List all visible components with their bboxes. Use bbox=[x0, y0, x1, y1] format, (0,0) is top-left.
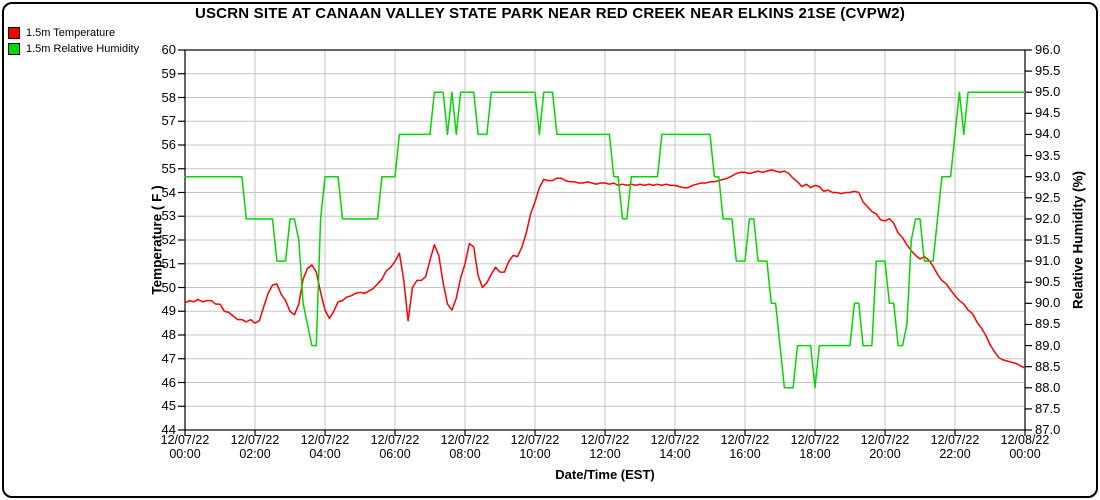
x-axis-title: Date/Time (EST) bbox=[555, 467, 655, 482]
x-tick-label: 12/07/22 20:00 bbox=[860, 433, 910, 461]
y-left-tick-label: 47 bbox=[161, 350, 176, 366]
y-left-tick-label: 57 bbox=[161, 113, 176, 129]
legend: 1.5m Temperature 1.5m Relative Humidity bbox=[8, 25, 139, 57]
y-left-tick-label: 46 bbox=[161, 374, 176, 390]
y-right-tick-label: 93.5 bbox=[1035, 147, 1061, 163]
y-right-tick-label: 92.5 bbox=[1035, 189, 1061, 205]
y-right-tick-label: 91.0 bbox=[1035, 253, 1061, 269]
y-right-tick-label: 96.0 bbox=[1035, 42, 1061, 57]
y-right-tick-label: 93.0 bbox=[1035, 168, 1061, 184]
x-tick-label: 12/07/22 02:00 bbox=[230, 433, 280, 461]
y-left-tick-label: 50 bbox=[161, 279, 176, 295]
y-left-tick-label: 49 bbox=[161, 303, 176, 319]
y-right-tick-label: 88.5 bbox=[1035, 358, 1061, 374]
humidity-line bbox=[184, 91, 1026, 389]
y-left-tick-label: 58 bbox=[161, 89, 176, 105]
x-tick-label: 12/07/22 16:00 bbox=[720, 433, 770, 461]
temperature-line bbox=[184, 169, 1026, 369]
y-right-tick-label: 89.0 bbox=[1035, 337, 1061, 353]
y-left-tick-label: 56 bbox=[161, 137, 176, 152]
y-right-tick-label: 87.5 bbox=[1035, 400, 1061, 416]
y-left-tick-label: 59 bbox=[161, 65, 176, 81]
x-tick-label: 12/07/22 14:00 bbox=[650, 433, 700, 461]
y-axis-title-right: Relative Humidity (%) bbox=[1070, 170, 1086, 310]
x-tick-label: 12/07/22 08:00 bbox=[440, 433, 490, 461]
y-right-tick-label: 95.5 bbox=[1035, 63, 1061, 79]
legend-label-temperature: 1.5m Temperature bbox=[26, 27, 116, 39]
y-right-tick-label: 94.0 bbox=[1035, 126, 1061, 142]
x-tick-label: 12/07/22 04:00 bbox=[300, 433, 350, 461]
x-tick-label: 12/07/22 06:00 bbox=[370, 433, 420, 461]
legend-label-humidity: 1.5m Relative Humidity bbox=[26, 43, 140, 55]
humidity-swatch-icon bbox=[8, 43, 20, 55]
y-left-tick-label: 60 bbox=[161, 42, 176, 57]
y-left-tick-label: 45 bbox=[161, 398, 176, 414]
y-left-tick-label: 55 bbox=[161, 160, 176, 176]
legend-item-temperature: 1.5m Temperature bbox=[8, 25, 139, 41]
y-right-tick-label: 91.5 bbox=[1035, 232, 1061, 247]
x-tick-label: 12/07/22 10:00 bbox=[510, 433, 560, 461]
y-right-tick-label: 90.5 bbox=[1035, 274, 1061, 290]
y-left-tick-label: 54 bbox=[161, 184, 176, 200]
y-right-tick-label: 89.5 bbox=[1035, 316, 1061, 332]
y-axis-title-left: Temperature ( F ) bbox=[149, 185, 165, 295]
y-right-tick-label: 88.0 bbox=[1035, 379, 1061, 395]
x-tick-label: 12/07/22 12:00 bbox=[580, 433, 630, 461]
y-right-tick-label: 87.0 bbox=[1035, 422, 1061, 437]
y-right-tick-label: 90.0 bbox=[1035, 295, 1061, 311]
y-left-tick-label: 48 bbox=[161, 327, 176, 342]
legend-item-humidity: 1.5m Relative Humidity bbox=[8, 41, 139, 57]
y-left-tick-label: 52 bbox=[161, 232, 176, 247]
y-left-tick-label: 51 bbox=[161, 255, 176, 271]
x-tick-label: 12/07/22 18:00 bbox=[790, 433, 840, 461]
x-tick-label: 12/08/22 00:00 bbox=[1000, 433, 1050, 461]
y-left-tick-label: 44 bbox=[161, 422, 176, 437]
y-right-tick-label: 92.0 bbox=[1035, 210, 1061, 226]
y-right-tick-label: 95.0 bbox=[1035, 84, 1061, 100]
y-right-tick-label: 94.5 bbox=[1035, 105, 1061, 121]
x-tick-label: 12/07/22 00:00 bbox=[160, 433, 210, 461]
temperature-swatch-icon bbox=[8, 27, 20, 39]
chart-title: USCRN SITE AT CANAAN VALLEY STATE PARK N… bbox=[194, 5, 906, 22]
x-tick-label: 12/07/22 22:00 bbox=[930, 433, 980, 461]
y-left-tick-label: 53 bbox=[161, 208, 176, 224]
